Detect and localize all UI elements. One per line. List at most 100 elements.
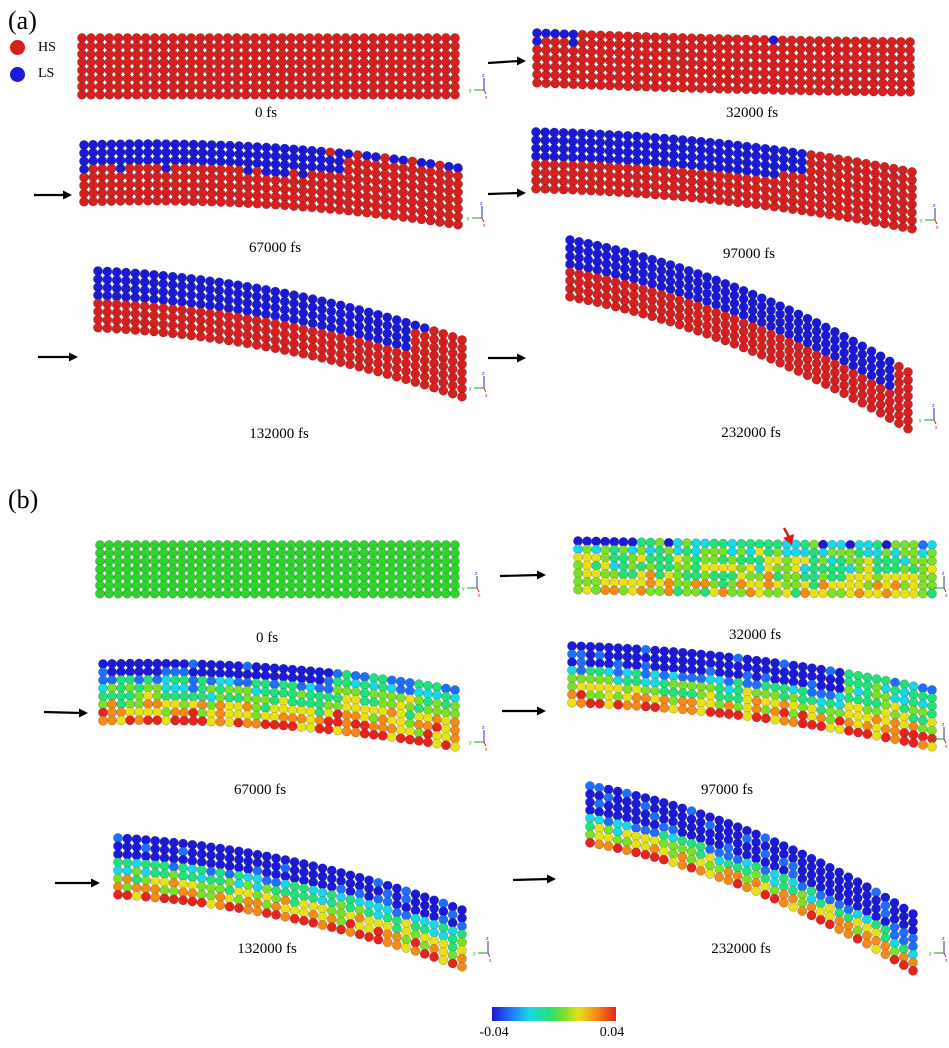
atom <box>159 836 170 847</box>
atom <box>613 667 624 678</box>
atom <box>574 236 584 247</box>
atom <box>649 819 660 830</box>
atom <box>419 908 430 919</box>
atom <box>760 833 771 843</box>
atom <box>754 563 765 574</box>
atom <box>877 45 888 55</box>
atom <box>640 669 651 679</box>
atom <box>750 34 761 45</box>
atom <box>314 723 325 734</box>
atom <box>658 838 669 849</box>
atom <box>656 306 667 316</box>
atom <box>350 41 360 51</box>
atom <box>574 245 584 255</box>
atom <box>905 45 915 56</box>
atom <box>177 564 187 575</box>
atom <box>450 709 460 720</box>
atom <box>797 865 808 876</box>
atom <box>732 42 742 53</box>
atom <box>775 357 785 368</box>
atom <box>206 700 217 711</box>
atom <box>614 72 624 83</box>
atom <box>848 336 859 347</box>
atom <box>279 304 290 315</box>
atom <box>751 142 761 153</box>
atom <box>576 681 587 692</box>
atom <box>750 76 761 87</box>
atom <box>636 577 647 588</box>
atom <box>927 741 937 752</box>
atom <box>186 330 197 341</box>
atom <box>668 32 679 43</box>
atom <box>714 195 725 206</box>
atom <box>595 129 606 140</box>
atom <box>407 213 418 223</box>
atom <box>622 788 632 799</box>
atom <box>143 147 153 157</box>
atom <box>677 135 688 145</box>
atom <box>659 174 670 184</box>
atom <box>149 89 160 100</box>
atom <box>839 364 849 374</box>
atom <box>354 353 365 364</box>
atom <box>341 678 352 688</box>
atom <box>413 41 424 51</box>
atom <box>133 155 144 166</box>
atom <box>827 547 838 558</box>
atom <box>304 89 315 100</box>
atom <box>683 322 694 333</box>
atom <box>279 143 290 154</box>
atom <box>908 965 918 976</box>
atom <box>395 692 406 703</box>
atom <box>818 539 828 550</box>
atom <box>751 696 762 706</box>
atom <box>161 195 171 206</box>
atom <box>745 587 756 598</box>
atom <box>261 333 271 344</box>
atom <box>613 659 624 670</box>
atom <box>414 687 424 698</box>
atom <box>550 62 561 72</box>
atom <box>811 342 822 353</box>
atom <box>377 580 388 591</box>
atom <box>215 156 226 167</box>
atom <box>380 177 390 188</box>
atom <box>423 688 433 699</box>
atom <box>665 268 676 278</box>
atom <box>879 218 890 229</box>
atom <box>395 73 406 84</box>
atom <box>674 303 685 314</box>
atom <box>161 658 172 669</box>
atom <box>884 397 895 407</box>
atom <box>714 171 725 181</box>
atom <box>880 692 891 702</box>
atom <box>231 57 242 68</box>
beam-a-0fs <box>77 33 460 100</box>
atom <box>158 278 169 289</box>
atom <box>441 691 451 702</box>
atom <box>576 698 587 708</box>
atom <box>326 906 337 916</box>
atom <box>899 564 910 575</box>
atom <box>197 156 208 166</box>
atom <box>760 841 771 852</box>
atom <box>431 73 442 84</box>
atom <box>565 235 575 245</box>
atom <box>268 548 278 558</box>
atom <box>718 538 729 549</box>
atom <box>398 171 409 182</box>
atom <box>872 548 883 558</box>
atom <box>143 691 153 701</box>
atom <box>800 563 810 574</box>
legend-ls-label: LS <box>38 66 55 81</box>
atom <box>677 803 688 814</box>
atom <box>279 296 290 307</box>
atom <box>573 584 583 595</box>
atom <box>659 654 670 665</box>
atom <box>233 677 244 688</box>
atom <box>279 337 290 347</box>
atom <box>751 158 761 169</box>
atom <box>788 885 798 896</box>
atom <box>727 563 738 573</box>
atom <box>179 675 190 686</box>
